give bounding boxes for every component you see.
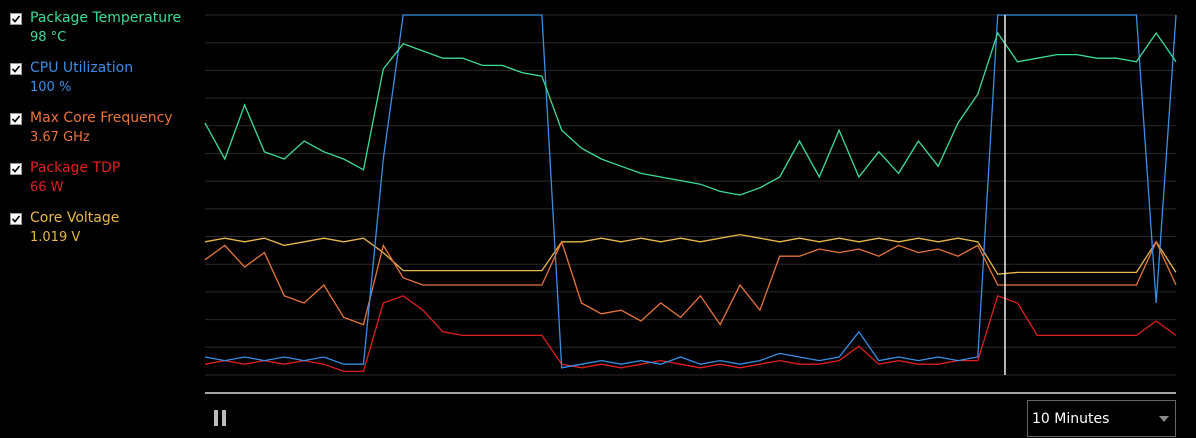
series-line xyxy=(204,233,1177,275)
series-name: Package Temperature xyxy=(30,10,182,26)
checkmark xyxy=(11,65,21,73)
series-name: Package TDP xyxy=(30,160,121,176)
checkmark xyxy=(11,215,21,223)
pause-button[interactable] xyxy=(214,410,228,426)
series-line xyxy=(204,240,1177,326)
checkbox[interactable] xyxy=(10,13,22,25)
series-reading: 3.67 GHz xyxy=(30,130,90,145)
series-reading: 66 W xyxy=(30,180,64,195)
checkbox[interactable] xyxy=(10,63,22,75)
checkmark xyxy=(11,15,21,23)
series-name: Max Core Frequency xyxy=(30,110,173,126)
chart xyxy=(204,14,1177,394)
checkmark xyxy=(11,115,21,123)
legend-panel: Package Temperature 98 °C CPU Utilization 1… xyxy=(0,0,200,438)
dropdown-arrow xyxy=(1159,416,1169,422)
series-reading: 100 % xyxy=(30,80,72,95)
checkmark xyxy=(11,165,21,173)
series-name: Core Voltage xyxy=(30,210,120,226)
time-range-dropdown[interactable]: 10 Minutes xyxy=(1027,400,1176,437)
checkbox[interactable] xyxy=(10,163,22,175)
series-reading: 98 °C xyxy=(30,30,67,45)
series-line xyxy=(204,31,1177,196)
checkbox[interactable] xyxy=(10,213,22,225)
checkbox[interactable] xyxy=(10,113,22,125)
dropdown-text: 10 Minutes xyxy=(1032,411,1110,427)
series-line xyxy=(204,294,1177,373)
series-reading: 1.019 V xyxy=(30,230,81,245)
series-line xyxy=(204,14,1177,369)
series-name: CPU Utilization xyxy=(30,60,134,76)
